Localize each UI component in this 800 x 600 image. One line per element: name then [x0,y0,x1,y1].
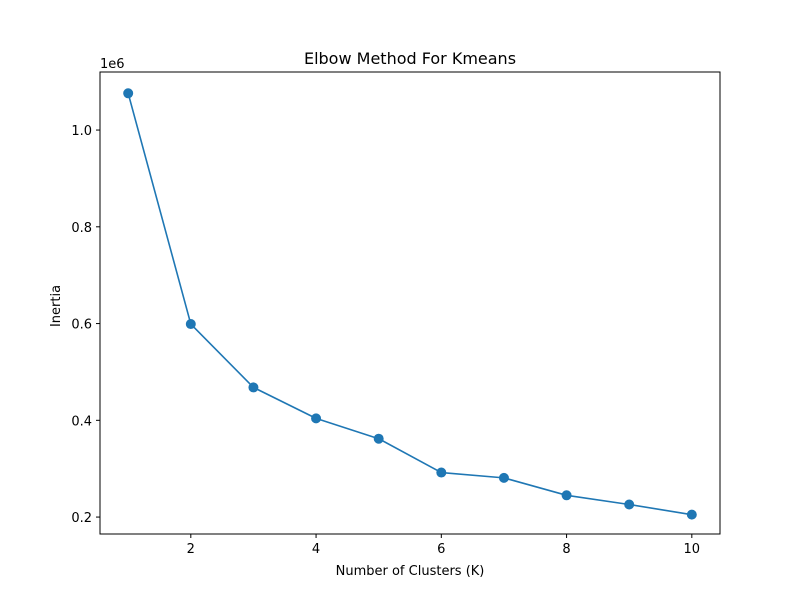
x-tick-label: 6 [437,542,445,557]
series-layer [123,88,697,520]
data-point [123,88,134,99]
data-point [311,413,322,424]
data-point [436,467,447,478]
y-axis-label: Inertia [49,285,64,327]
y-tick-label: 0.4 [71,414,92,429]
y-axis-ticks: 0.2 0.4 0.6 0.8 1.0 [71,124,100,526]
y-tick-label: 0.6 [71,318,92,333]
x-tick-label: 10 [684,542,701,557]
x-tick-label: 2 [187,542,195,557]
y-axis-offset-label: 1e6 [100,57,125,72]
x-axis-label: Number of Clusters (K) [336,564,485,579]
x-tick-label: 8 [562,542,570,557]
y-tick-label: 1.0 [71,124,92,139]
data-point [185,319,196,330]
chart-title: Elbow Method For Kmeans [304,49,516,68]
series-line [127,93,692,516]
data-point [686,509,697,520]
data-point [248,382,259,393]
y-tick-label: 0.2 [71,511,92,526]
data-point [373,433,384,444]
plot-area [99,71,721,535]
plot-border [99,71,721,535]
y-tick-label: 0.8 [71,221,92,236]
data-point [498,472,509,483]
x-tick-label: 4 [312,542,320,557]
x-axis-ticks: 2 4 6 8 10 [187,534,700,557]
data-point [561,490,572,501]
data-point [624,499,635,510]
